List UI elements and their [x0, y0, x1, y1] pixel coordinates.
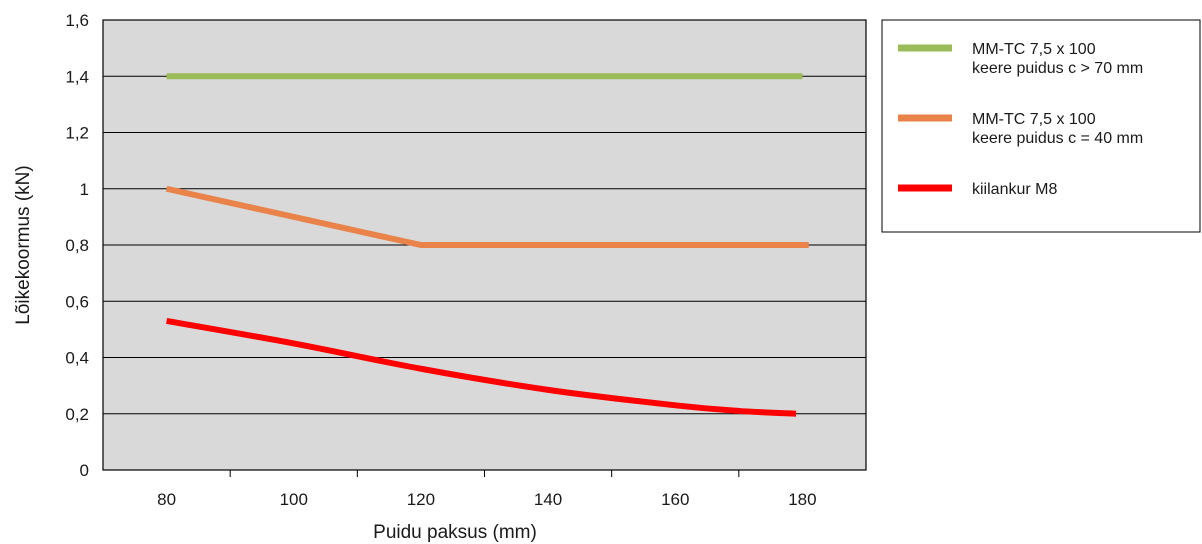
- x-tick-label: 160: [661, 490, 689, 509]
- y-tick-label: 0,4: [65, 349, 89, 368]
- legend-items: MM-TC 7,5 x 100 keere puidus c > 70 mm MM-…: [898, 41, 1143, 198]
- y-tick-label: 1,2: [65, 124, 89, 143]
- legend-label: MM-TC 7,5 x 100: [972, 41, 1096, 58]
- x-axis-title: Puidu paksus (mm): [373, 522, 537, 543]
- y-axis-title: Lõikekoormus (kN): [13, 165, 34, 324]
- y-tick-label: 0,8: [65, 236, 89, 255]
- legend: MM-TC 7,5 x 100 keere puidus c > 70 mm MM-…: [881, 19, 1201, 233]
- series-line-3: [166, 317, 797, 417]
- x-tick-label: 120: [407, 490, 435, 509]
- legend-label: keere puidus c = 40 mm: [972, 130, 1143, 147]
- x-tick-label: 140: [534, 490, 562, 509]
- y-tick-label: 1: [80, 180, 89, 199]
- y-tick-label: 0,2: [65, 405, 89, 424]
- series-lines: [165, 73, 809, 417]
- x-tick-label: 100: [280, 490, 308, 509]
- x-tick-label: 180: [788, 490, 816, 509]
- y-tick-label: 0: [80, 461, 89, 480]
- y-tick-label: 1,4: [65, 67, 89, 86]
- x-tick-label: 80: [157, 490, 176, 509]
- y-tick-label: 0,6: [65, 292, 89, 311]
- y-axis: 0 0,2 0,4 0,6 0,8 1 1,2 1,4 1,6: [65, 11, 89, 480]
- legend-box: [881, 19, 1201, 233]
- y-tick-label: 1,6: [65, 11, 89, 30]
- legend-label: keere puidus c > 70 mm: [972, 60, 1143, 77]
- legend-label: MM-TC 7,5 x 100: [972, 111, 1096, 128]
- series-line-2: [165, 185, 809, 248]
- legend-label: kiilankur M8: [972, 181, 1057, 198]
- x-axis: 80 100 120 140 160 180: [157, 470, 817, 509]
